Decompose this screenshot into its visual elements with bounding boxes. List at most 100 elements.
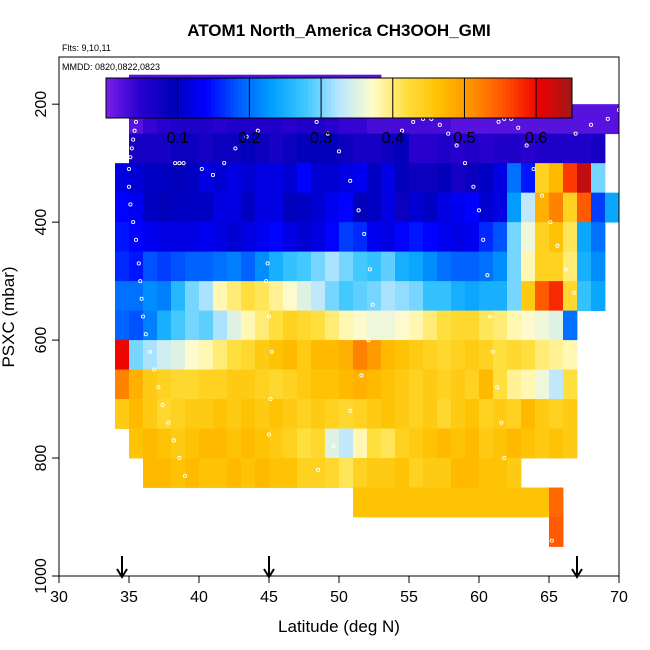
heatmap-cell [339,192,354,223]
heatmap-cell [185,133,200,164]
heatmap-cell [241,340,256,370]
heatmap-cell [297,163,312,194]
heatmap-cell [451,428,466,459]
heatmap-cell [381,222,396,253]
heatmap-cell [269,428,284,459]
heatmap-cell [227,458,242,488]
heatmap-cell [437,458,452,488]
heatmap-cell [143,369,158,400]
heatmap-cell [325,251,340,282]
track-point [499,420,504,425]
heatmap-cell [493,369,508,400]
heatmap-cell [563,251,578,282]
heatmap-cell [409,369,424,400]
heatmap-cell [493,251,508,282]
heatmap-cell [591,251,606,282]
heatmap-cell [493,340,508,370]
heatmap-cell [157,399,172,429]
heatmap-cell [395,458,410,488]
heatmap-cell [339,163,354,194]
heatmap-cell [465,281,480,312]
heatmap-cell [381,340,396,370]
heatmap-cell [213,192,228,223]
track-point [199,167,204,172]
heatmap-cell [269,458,284,488]
heatmap-cell [199,428,214,459]
colorbar-frame [105,77,573,119]
heatmap-cell [451,487,466,518]
colorbar-segment [222,78,227,118]
heatmap-cell [395,281,410,312]
colorbar-segment [300,78,305,118]
heatmap-cell [577,163,592,194]
track-point [336,149,342,154]
heatmap-cell [465,163,480,194]
heatmap-cell [535,251,550,282]
colorbar-segment [381,78,387,118]
heatmap-cell [423,222,438,253]
heatmap-cell [549,281,564,312]
colorbar-segment [152,78,157,118]
heatmap-cell [367,487,382,518]
heatmap-cell [367,340,382,370]
colorbar-segment [358,78,363,118]
colorbar-segment [420,78,425,118]
colorbar-segment [156,78,161,118]
track-point [516,125,521,130]
heatmap-cell [325,310,340,341]
colorbar-segment [505,78,511,118]
heatmap-cell [367,222,382,253]
dates-note: MMDD: 0820,0822,0823 [62,62,160,72]
heatmap-cell [353,281,368,312]
heatmap-cell [423,281,438,312]
heatmap-cell [591,133,606,164]
heatmap-cell [381,399,396,429]
colorbar-segment [412,78,418,118]
colorbar-segment [482,78,488,118]
colorbar-tick-label: 0.2 [238,130,260,147]
colorbar-segment [552,78,557,118]
heatmap-cell [157,340,172,370]
colorbar-segment [537,78,542,118]
heatmap-cell [535,281,550,312]
heatmap-cell [437,192,452,223]
heatmap-cell [479,458,494,488]
heatmap-cell [129,310,144,341]
heatmap-cell [367,428,382,459]
heatmap-cell [227,369,242,400]
heatmap-cell [157,222,172,253]
heatmap-cell [423,251,438,282]
heatmap-cell [269,399,284,429]
track-point [133,237,139,242]
heatmap-cell [311,251,326,282]
heatmap-cell [395,163,410,194]
heatmap-cell [409,310,424,341]
heatmap-cell [367,310,382,341]
colorbar-segment [276,78,282,118]
heatmap-cell [395,222,410,253]
heatmap-cell [465,222,480,253]
heatmap-cell [535,369,550,400]
colorbar-segment [370,78,375,118]
heatmap-cell [395,487,410,518]
colorbar-segment [319,78,324,118]
heatmap-cell [129,340,144,370]
heatmap-cells [115,74,620,547]
heatmap-cell [339,399,354,429]
heatmap-cell [297,458,312,488]
x-axis: 30 35 40 45 50 55 60 65 70 [50,576,628,606]
track-point [255,128,260,133]
heatmap-cell [507,487,522,518]
colorbar-segment [179,78,185,118]
heatmap-cell [605,104,620,135]
colorbar-segment [164,78,169,118]
heatmap-cell [255,281,270,312]
track-point [399,128,405,133]
heatmap-cell [535,133,550,164]
colorbar-segment [560,78,565,118]
track-point [524,143,529,148]
heatmap-cell [157,369,172,400]
heatmap-cell [353,251,368,282]
heatmap-cell [325,163,340,194]
heatmap-cell [395,251,410,282]
